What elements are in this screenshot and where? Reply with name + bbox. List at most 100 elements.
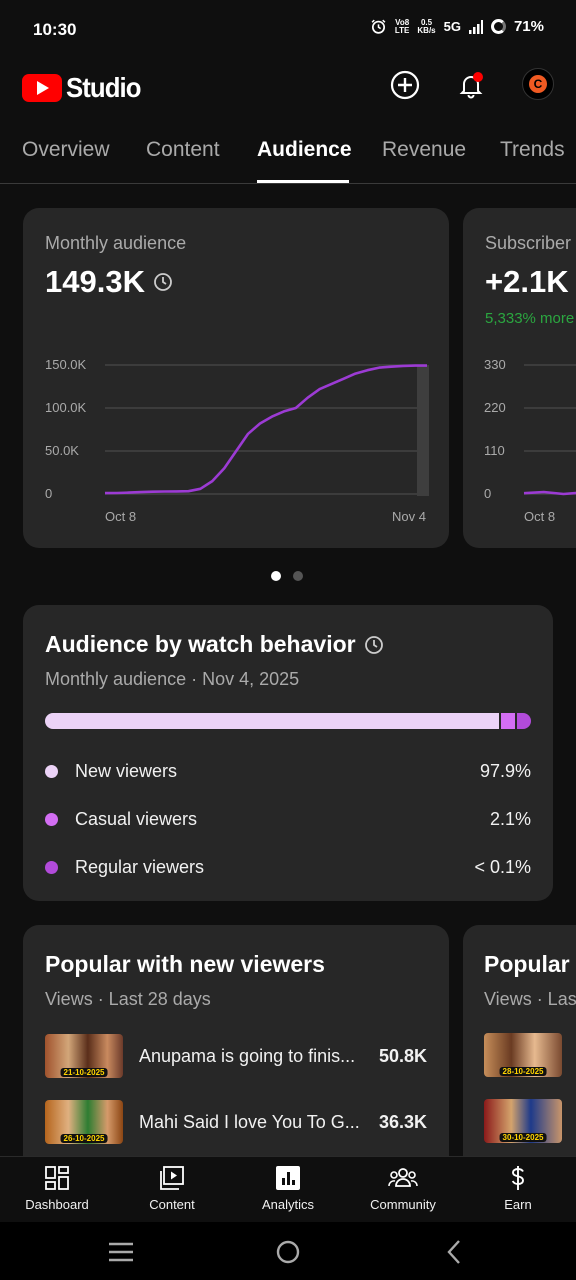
video-thumbnail: 26-10-2025 [45,1100,123,1144]
card-subtitle: Views · Last 28 days [45,989,211,1009]
legend-name: Regular viewers [75,856,205,877]
subscribers-chart [523,364,576,496]
video-thumbnail[interactable]: 28-10-2025 [484,1033,562,1077]
pager-dot[interactable] [293,571,303,581]
card-value: +2.1K [485,264,569,299]
nav-label: Dashboard [25,1197,89,1212]
video-title: Mahi Said I love You To G... [139,1111,360,1132]
popular-card-2[interactable]: Popular Views · Las 28-10-2025 30-10-202… [463,925,576,1185]
x-tick-label: Nov 4 [392,509,426,524]
pager-dot[interactable] [271,571,281,581]
recents-icon[interactable] [108,1242,134,1262]
network-type: Vo8 LTE [394,17,410,35]
legend-name: Casual viewers [75,808,198,829]
system-nav-bar [0,1222,576,1280]
legend-row: Casual viewers 2.1% [45,806,531,832]
community-icon [388,1168,418,1187]
carousel-pager [271,571,303,581]
card-change: 5,333% more [485,310,575,327]
watch-behavior-bar [45,713,531,729]
y-tick-label: 0 [45,486,53,501]
card-title: Popular [484,951,570,977]
nav-label: Community [370,1197,436,1212]
bar-segment-regular [517,713,531,729]
nav-label: Analytics [261,1197,315,1212]
bar-segment-new [45,713,499,729]
create-button[interactable] [388,68,422,102]
battery-percent: 71% [513,18,544,35]
network-5g: 5G [443,19,461,34]
card-subtitle: Views · Las [484,989,576,1009]
content-icon [160,1166,184,1190]
active-tab-indicator [257,180,349,183]
thumbnail-date: 26-10-2025 [60,1134,108,1143]
legend-value: < 0.1% [474,856,531,877]
battery-ring-icon [490,19,506,34]
status-icons: Vo8 LTE 0.5 KB/s 5G 71% [370,18,544,35]
nav-label: Content [149,1197,195,1212]
youtube-play-icon [22,74,62,102]
y-tick-label: 100.0K [45,400,87,415]
y-tick-label: 0 [484,486,492,501]
clock-icon [364,635,383,654]
video-row[interactable]: 26-10-2025 Mahi Said I love You To G... … [45,1099,435,1145]
back-icon[interactable] [445,1239,463,1265]
card-title-row: Audience by watch behavior [45,631,384,658]
subscribers-card[interactable]: Subscriber +2.1K 5,333% more 330 220 110… [463,208,576,548]
status-time: 10:30 [33,20,77,39]
video-views: 36.3K [379,1111,428,1132]
logo-text: Studio [66,72,142,103]
nav-community[interactable]: Community [353,1165,453,1212]
card-title: Popular with new viewers [45,951,325,977]
signal-icon [468,19,483,34]
home-icon[interactable] [275,1239,301,1265]
card-value-row: 149.3K [45,264,173,300]
y-tick-label: 50.0K [45,443,79,458]
clock-icon [154,273,172,291]
legend-dot [45,860,58,874]
tab-content[interactable]: Content [146,138,220,161]
video-thumbnail[interactable]: 30-10-2025 [484,1099,562,1143]
thumbnail-date: 28-10-2025 [499,1067,547,1076]
tab-revenue[interactable]: Revenue [382,138,467,161]
avatar[interactable]: C [522,68,554,100]
plus-circle-icon [390,70,420,100]
y-tick-label: 110 [484,443,505,458]
tab-trends[interactable]: Trends [500,138,565,161]
dashboard-icon [45,1166,69,1190]
bar-segment-casual [501,713,515,729]
watch-behavior-card[interactable]: Audience by watch behavior Monthly audie… [23,605,553,901]
y-tick-label: 220 [484,400,506,415]
nav-earn[interactable]: Earn [468,1165,568,1212]
legend-dot [45,764,58,778]
y-tick-label: 150.0K [45,357,87,372]
alarm-icon [371,19,386,34]
nav-label: Earn [504,1197,532,1212]
series-line [104,364,427,495]
video-title: Anupama is going to finis... [139,1045,356,1066]
popular-new-viewers-card[interactable]: Popular with new viewers Views · Last 28… [23,925,449,1185]
status-bar: 10:30 Vo8 LTE 0.5 KB/s 5G 71% [0,0,576,62]
nav-dashboard[interactable]: Dashboard [7,1165,107,1212]
video-thumbnail: 21-10-2025 [45,1034,123,1078]
bottom-nav: Dashboard Content Analytics Community Ea… [0,1156,576,1222]
monthly-audience-chart [104,364,429,496]
tab-audience[interactable]: Audience [257,138,352,161]
card-label: Subscriber [485,233,572,253]
video-views: 50.8K [379,1045,428,1066]
monthly-audience-card[interactable]: Monthly audience 149.3K 150.0K 100.0K 50… [23,208,449,548]
thumbnail-date: 21-10-2025 [60,1068,108,1077]
nav-content[interactable]: Content [122,1165,222,1212]
x-tick-label: Oct 8 [524,509,556,524]
notifications-button[interactable] [454,68,488,102]
nav-analytics[interactable]: Analytics [238,1165,338,1212]
y-tick-label: 330 [484,357,506,372]
app-header: Studio C [0,62,576,112]
studio-logo[interactable]: Studio [22,72,147,104]
tab-overview[interactable]: Overview [22,138,110,161]
series-line [523,490,576,496]
x-tick-label: Oct 8 [105,509,137,524]
video-row[interactable]: 21-10-2025 Anupama is going to finis... … [45,1033,435,1079]
analytics-icon [276,1166,300,1190]
legend-row: Regular viewers < 0.1% [45,854,531,880]
